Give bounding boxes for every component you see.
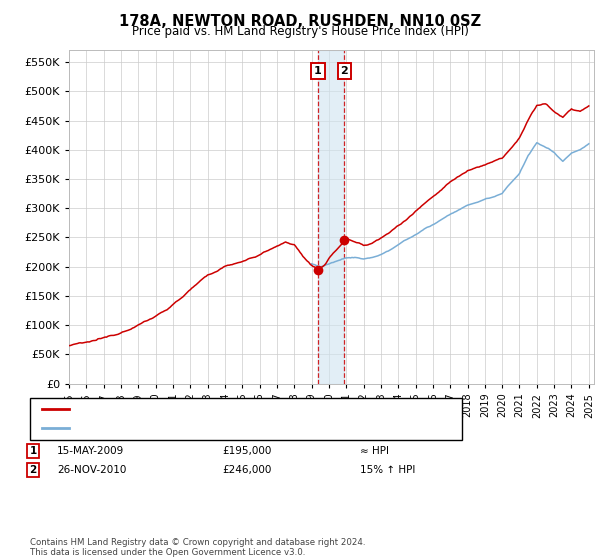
Text: 15-MAY-2009: 15-MAY-2009 — [57, 446, 124, 456]
Text: 178A, NEWTON ROAD, RUSHDEN, NN10 0SZ (detached house): 178A, NEWTON ROAD, RUSHDEN, NN10 0SZ (de… — [72, 404, 398, 414]
Bar — [318, 50, 344, 384]
Text: 1: 1 — [314, 66, 322, 76]
Text: £246,000: £246,000 — [222, 465, 271, 475]
Text: £195,000: £195,000 — [222, 446, 271, 456]
Text: 15% ↑ HPI: 15% ↑ HPI — [360, 465, 415, 475]
Text: 178A, NEWTON ROAD, RUSHDEN, NN10 0SZ: 178A, NEWTON ROAD, RUSHDEN, NN10 0SZ — [119, 14, 481, 29]
Text: 1: 1 — [29, 446, 37, 456]
Text: Price paid vs. HM Land Registry's House Price Index (HPI): Price paid vs. HM Land Registry's House … — [131, 25, 469, 38]
Text: Contains HM Land Registry data © Crown copyright and database right 2024.
This d: Contains HM Land Registry data © Crown c… — [30, 538, 365, 557]
Text: 2: 2 — [341, 66, 349, 76]
Text: HPI: Average price, detached house, North Northamptonshire: HPI: Average price, detached house, Nort… — [72, 423, 392, 433]
Text: ≈ HPI: ≈ HPI — [360, 446, 389, 456]
Text: 26-NOV-2010: 26-NOV-2010 — [57, 465, 127, 475]
Text: 2: 2 — [29, 465, 37, 475]
